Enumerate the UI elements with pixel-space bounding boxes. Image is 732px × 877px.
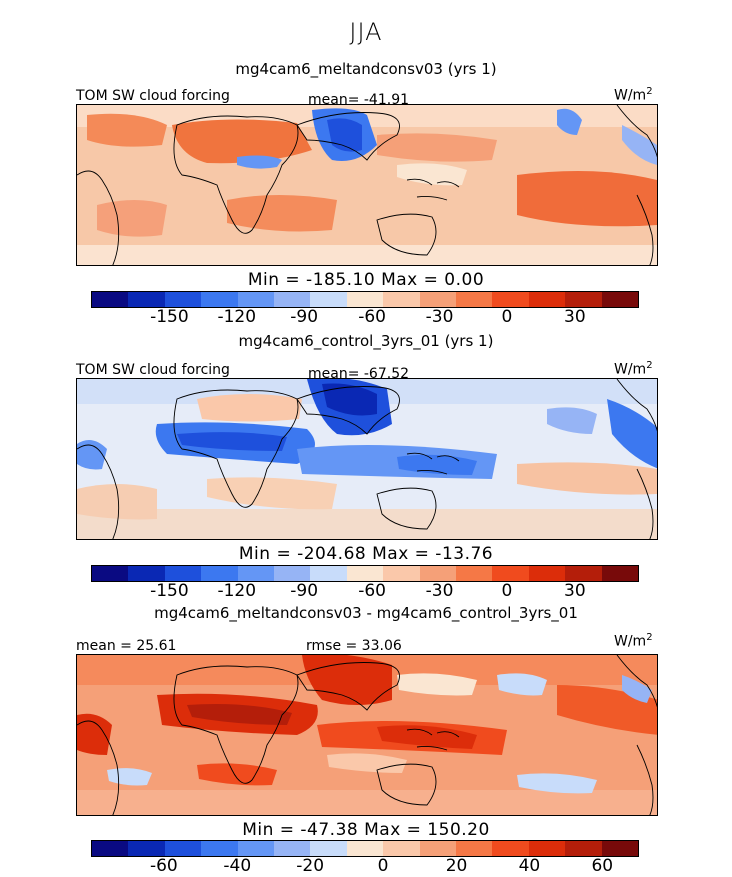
panel-1-tick: -90 bbox=[290, 307, 319, 327]
colorbar-cell bbox=[528, 841, 566, 856]
panel-1-tick: -120 bbox=[217, 307, 257, 327]
panel-1-colorbar-ticks: -150 -120 -90 -60 -30 0 30 bbox=[91, 307, 639, 327]
colorbar-cell bbox=[492, 566, 529, 581]
panel-3-tick: 60 bbox=[591, 856, 614, 876]
colorbar-cell bbox=[237, 292, 275, 307]
colorbar-cell bbox=[565, 841, 602, 856]
colorbar-cell bbox=[310, 841, 347, 856]
panel-1-stats: Min = -185.10 Max = 0.00 bbox=[247, 270, 485, 290]
colorbar-cell bbox=[383, 566, 420, 581]
colorbar-cell bbox=[274, 566, 311, 581]
panel-2-tick: 0 bbox=[501, 581, 513, 601]
panel-1-map bbox=[76, 104, 658, 266]
panel-2-tick: -90 bbox=[290, 581, 319, 601]
panel-1-variable-label: TOM SW cloud forcing bbox=[76, 88, 230, 104]
panel-3-colorbar-ticks: -60 -40 -20 0 20 40 60 bbox=[91, 856, 639, 876]
colorbar-cell bbox=[237, 841, 275, 856]
panel-3-colorbar bbox=[91, 840, 639, 857]
colorbar-cell bbox=[419, 292, 457, 307]
colorbar-cell bbox=[565, 292, 602, 307]
panel-1-tick: -60 bbox=[358, 307, 386, 327]
panel-3-tick: -60 bbox=[149, 856, 178, 876]
panel-2-title: mg4cam6_control_3yrs_01 (yrs 1) bbox=[238, 332, 494, 350]
colorbar-cell bbox=[565, 566, 602, 581]
colorbar-cell bbox=[528, 566, 566, 581]
panel-2-tick: -150 bbox=[150, 581, 189, 601]
season-title: JJA bbox=[349, 18, 383, 46]
colorbar-cell bbox=[528, 292, 566, 307]
colorbar-cell bbox=[201, 566, 238, 581]
panel-1-tick: -150 bbox=[150, 307, 189, 327]
panel-2-tick: -120 bbox=[217, 581, 257, 601]
panel-1-tick: 30 bbox=[564, 307, 586, 327]
colorbar-cell bbox=[456, 841, 493, 856]
panel-2-tick: 30 bbox=[564, 581, 586, 601]
colorbar-cell bbox=[201, 292, 238, 307]
colorbar-cell bbox=[164, 292, 202, 307]
colorbar-cell bbox=[310, 292, 347, 307]
colorbar-cell bbox=[201, 841, 238, 856]
panel-2-colorbar-ticks: -150 -120 -90 -60 -30 0 30 bbox=[91, 581, 639, 601]
colorbar-cell bbox=[128, 292, 165, 307]
panel-2-units: W/m2 bbox=[614, 360, 653, 378]
panel-3-tick: -20 bbox=[296, 856, 325, 876]
colorbar-cell bbox=[456, 566, 493, 581]
colorbar-cell bbox=[164, 566, 202, 581]
colorbar-cell bbox=[274, 841, 311, 856]
panel-3-stats: Min = -47.38 Max = 150.20 bbox=[242, 820, 490, 840]
panel-2-stats: Min = -204.68 Max = -13.76 bbox=[238, 544, 494, 564]
panel-3-tick: 20 bbox=[445, 856, 468, 876]
colorbar-cell bbox=[346, 841, 384, 856]
colorbar-cell bbox=[310, 566, 347, 581]
panel-3-tick: 40 bbox=[518, 856, 541, 876]
colorbar-cell bbox=[383, 292, 420, 307]
panel-3-units: W/m2 bbox=[614, 632, 653, 650]
colorbar-cell bbox=[274, 292, 311, 307]
panel-3-rmse-label: rmse = 33.06 bbox=[306, 638, 402, 654]
colorbar-cell bbox=[383, 841, 420, 856]
colorbar-cell bbox=[419, 566, 457, 581]
panel-2-variable-label: TOM SW cloud forcing bbox=[76, 362, 230, 378]
colorbar-cell bbox=[492, 841, 529, 856]
panel-3-tick: 0 bbox=[377, 856, 389, 876]
colorbar-cell bbox=[456, 292, 493, 307]
panel-1-tick: 0 bbox=[501, 307, 513, 327]
panel-1-tick: -30 bbox=[425, 307, 454, 327]
panel-2-map bbox=[76, 378, 658, 540]
colorbar-cell bbox=[92, 841, 129, 856]
colorbar-cell bbox=[92, 292, 129, 307]
colorbar-cell bbox=[601, 566, 639, 581]
colorbar-cell bbox=[419, 841, 457, 856]
panel-3-map bbox=[76, 654, 658, 816]
panel-1-colorbar bbox=[91, 291, 639, 308]
colorbar-cell bbox=[237, 566, 275, 581]
colorbar-cell bbox=[346, 292, 384, 307]
panel-2-tick: -60 bbox=[358, 581, 386, 601]
colorbar-cell bbox=[128, 841, 165, 856]
colorbar-cell bbox=[601, 841, 639, 856]
colorbar-cell bbox=[92, 566, 129, 581]
panel-3-title: mg4cam6_meltandconsv03 - mg4cam6_control… bbox=[154, 604, 578, 622]
colorbar-cell bbox=[601, 292, 639, 307]
colorbar-cell bbox=[128, 566, 165, 581]
panel-1-units: W/m2 bbox=[614, 86, 653, 104]
panel-3-mean-label: mean = 25.61 bbox=[76, 638, 177, 654]
colorbar-cell bbox=[346, 566, 384, 581]
panel-2-tick: -30 bbox=[425, 581, 454, 601]
colorbar-cell bbox=[164, 841, 202, 856]
panel-1-title: mg4cam6_meltandconsv03 (yrs 1) bbox=[235, 60, 497, 78]
panel-3-tick: -40 bbox=[223, 856, 252, 876]
panel-2-colorbar bbox=[91, 565, 639, 582]
colorbar-cell bbox=[492, 292, 529, 307]
